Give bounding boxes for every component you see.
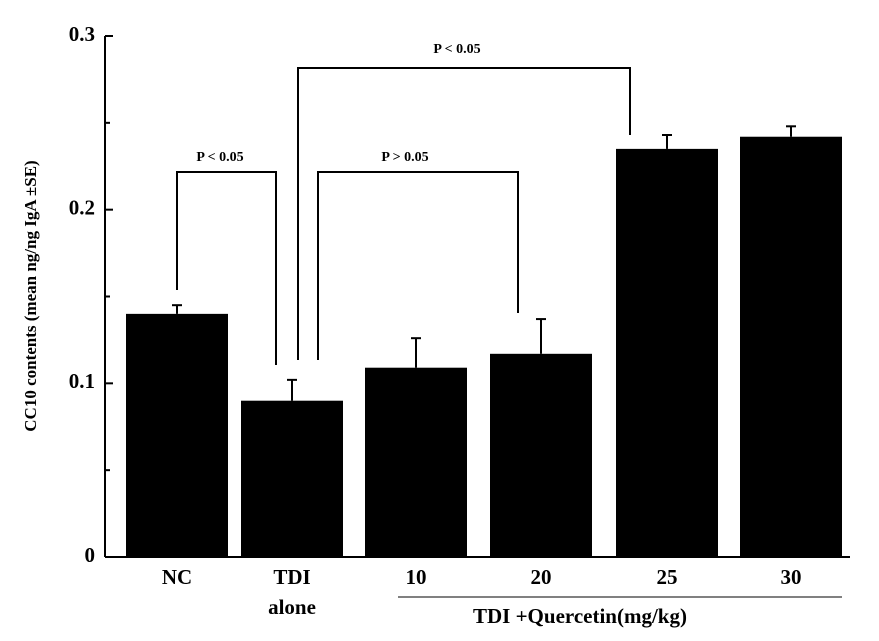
y-tick-label: 0.1 [69, 369, 95, 393]
x-tick-label: 20 [531, 565, 552, 589]
bar [740, 136, 842, 557]
significance-bracket [297, 67, 631, 360]
y-axis-label: CC10 contents (mean ng/ng IgA ±SE) [21, 160, 40, 431]
y-tick-label: 0.3 [69, 22, 95, 46]
bar [490, 353, 592, 557]
x-tick-label: TDI alone [268, 565, 316, 619]
bar [365, 367, 467, 557]
y-tick-label: 0 [85, 543, 96, 567]
x-tick-label: 30 [781, 565, 802, 589]
significance-label: P > 0.05 [381, 150, 428, 165]
significance-bracket [176, 171, 277, 365]
bar [616, 148, 718, 557]
group-label: TDI +Quercetin(mg/kg) [473, 604, 687, 628]
significance-label: P < 0.05 [433, 42, 480, 57]
x-tick-label: 25 [657, 565, 678, 589]
bar [241, 400, 343, 557]
x-tick-label: 10 [406, 565, 427, 589]
significance-label: P < 0.05 [196, 150, 243, 165]
significance-bracket [317, 171, 519, 360]
x-tick-label: NC [162, 565, 192, 589]
bar [126, 313, 228, 557]
y-tick-label: 0.2 [69, 195, 95, 219]
